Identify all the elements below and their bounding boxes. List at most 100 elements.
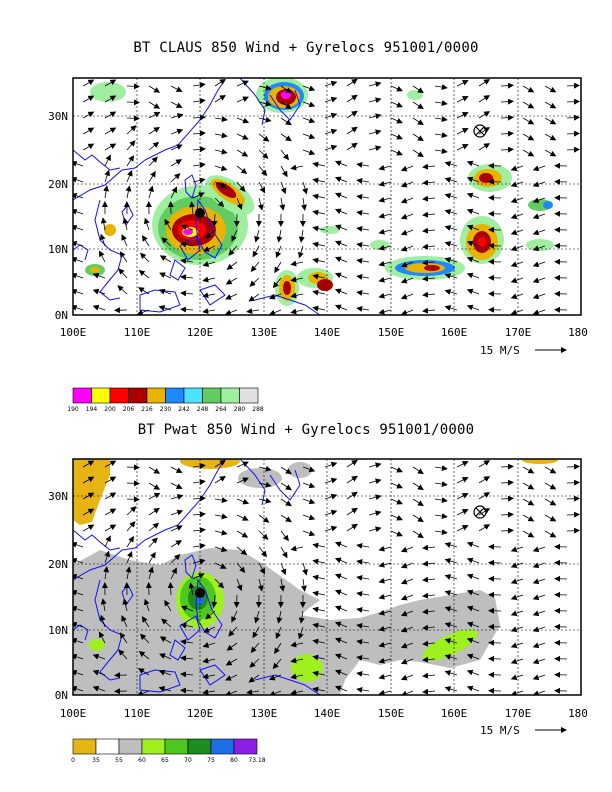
- wind-vector: [378, 689, 392, 695]
- wind-vector: [544, 149, 557, 157]
- bottom-panel-title: BT Pwat 850 Wind + Gyrelocs 951001/0000: [137, 422, 475, 438]
- wind-vector: [258, 84, 272, 91]
- colorbar-swatch: [72, 387, 92, 404]
- wind-vector: [466, 304, 480, 311]
- wind-vector: [258, 481, 272, 488]
- wind-vector: [346, 459, 358, 468]
- wind-vector: [170, 482, 183, 489]
- wind-vector: [214, 181, 227, 188]
- wind-vector: [566, 130, 580, 137]
- top-vector-scale-label: 15 M/S: [480, 344, 520, 357]
- wind-vector: [334, 160, 348, 167]
- wind-vector: [258, 546, 268, 558]
- colorbar-tick-label: 280: [234, 406, 246, 413]
- wind-vector: [214, 459, 226, 468]
- wind-vector: [192, 495, 206, 502]
- wind-vector: [170, 540, 183, 548]
- wind-vector: [312, 590, 326, 597]
- wind-vector: [312, 622, 326, 629]
- wind-vector: [532, 594, 546, 601]
- wind-vector: [180, 605, 194, 612]
- bottom-colorbar: 0 35 55 60 65 70 75 80 73.18: [71, 738, 266, 764]
- wind-vector: [566, 82, 580, 89]
- wind-vector: [312, 638, 326, 645]
- top-lon-label: 110E: [124, 326, 151, 339]
- wind-vector: [356, 574, 370, 581]
- wind-vector: [368, 510, 382, 517]
- wind-vector: [412, 482, 424, 491]
- wind-vector: [254, 610, 260, 624]
- wind-vector: [298, 245, 304, 259]
- wind-vector: [100, 598, 107, 612]
- wind-vector: [138, 287, 150, 295]
- wind-vector: [192, 542, 206, 549]
- colorbar-tick-label: 206: [123, 406, 135, 413]
- wind-vector: [378, 292, 392, 299]
- wind-vector: [92, 304, 106, 311]
- colorbar-swatch: [210, 738, 235, 755]
- wind-vector: [126, 83, 140, 90]
- top-lon-label: 150E: [378, 326, 405, 339]
- wind-vector: [236, 477, 249, 484]
- wind-vector: [544, 514, 557, 522]
- wind-vector: [170, 494, 184, 500]
- wind-vector: [148, 185, 154, 199]
- wind-vector: [164, 218, 172, 231]
- wind-vector: [312, 558, 326, 565]
- wind-vector: [202, 689, 216, 695]
- wind-vector: [104, 111, 117, 119]
- wind-vector: [500, 527, 514, 534]
- wind-vector: [444, 273, 458, 279]
- wind-vector: [268, 674, 282, 681]
- wind-vector: [390, 85, 403, 92]
- wind-vector: [236, 498, 250, 505]
- wind-vector: [390, 514, 403, 521]
- wind-vector: [276, 229, 283, 243]
- wind-vector: [368, 494, 382, 501]
- wind-vector: [225, 293, 238, 300]
- wind-vector: [99, 614, 106, 628]
- wind-vector: [104, 460, 117, 468]
- wind-vector: [158, 305, 172, 311]
- wind-vector: [400, 658, 414, 665]
- wind-vector: [466, 573, 480, 580]
- wind-vector: [466, 557, 480, 564]
- colorbar-tick-label: 194: [86, 406, 98, 413]
- wind-vector: [257, 578, 264, 592]
- wind-vector: [334, 653, 348, 660]
- wind-vector: [346, 523, 358, 532]
- wind-vector: [478, 111, 491, 119]
- top-panel-title: BT CLAUS 850 Wind + Gyrelocs 951001/0000: [133, 40, 479, 56]
- wind-vector: [456, 509, 469, 516]
- wind-vector: [500, 479, 514, 486]
- wind-vector: [161, 237, 172, 247]
- wind-vector: [324, 493, 338, 500]
- wind-vector: [192, 114, 206, 121]
- wind-vector: [412, 530, 424, 539]
- wind-vector: [422, 640, 436, 647]
- wind-vector: [324, 128, 338, 135]
- wind-vector: [434, 465, 448, 472]
- wind-vector: [400, 309, 414, 315]
- wind-vector: [192, 130, 206, 137]
- wind-vector: [252, 626, 260, 639]
- wind-vector: [390, 482, 403, 489]
- wind-vector: [167, 582, 174, 596]
- wind-vector: [280, 482, 292, 491]
- wind-vector: [302, 181, 308, 195]
- wind-vector: [356, 542, 370, 549]
- bottom-map-panel: 30N 20N 10N 0N 100E 110E 120E 130E 140E …: [48, 458, 588, 764]
- wind-vector: [297, 626, 304, 640]
- wind-vector: [444, 558, 458, 564]
- wind-vector: [214, 578, 225, 589]
- wind-vector: [434, 497, 448, 504]
- wind-vector: [466, 224, 480, 231]
- wind-vector: [378, 545, 392, 552]
- bottom-map-frame: [72, 458, 582, 696]
- wind-vector: [211, 594, 218, 608]
- wind-vector: [532, 181, 546, 188]
- wind-vector: [192, 463, 206, 469]
- wind-vector: [225, 674, 238, 681]
- colorbar-tick-label: 35: [92, 757, 100, 764]
